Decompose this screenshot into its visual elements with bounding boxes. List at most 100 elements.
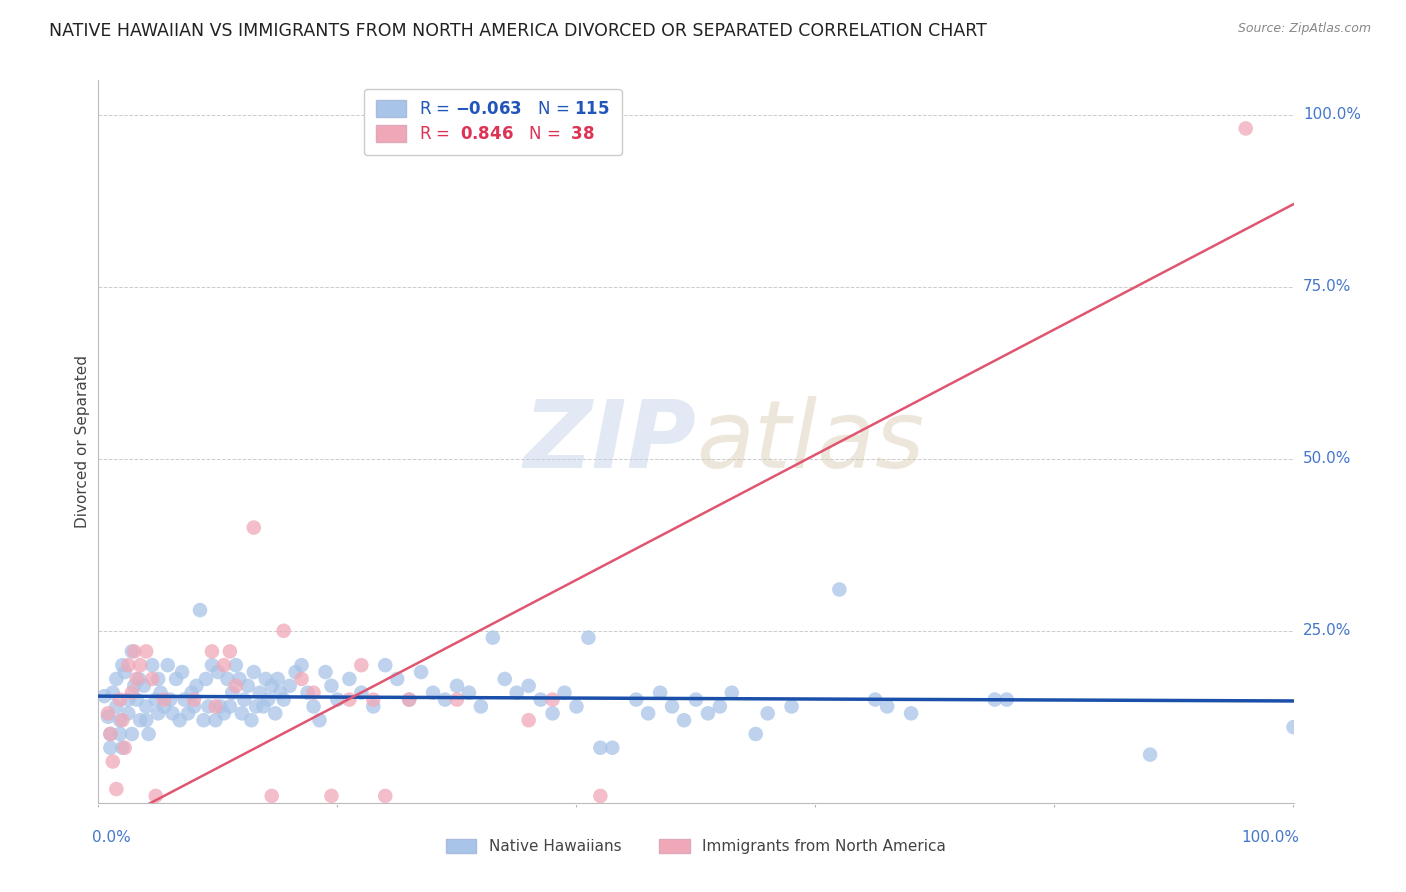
Point <box>101 755 124 769</box>
Point <box>517 713 540 727</box>
Point <box>709 699 731 714</box>
Point <box>363 692 385 706</box>
Point <box>756 706 779 721</box>
Point <box>236 679 259 693</box>
Point <box>876 699 898 714</box>
Point <box>350 686 373 700</box>
Point <box>98 727 122 741</box>
Point <box>565 699 588 714</box>
Point <box>278 679 301 693</box>
Point <box>138 727 160 741</box>
Point <box>153 692 176 706</box>
Point <box>135 713 157 727</box>
Point <box>245 699 267 714</box>
Point <box>637 706 659 721</box>
Point <box>308 713 330 727</box>
Point <box>183 699 205 714</box>
Point <box>273 624 295 638</box>
Point <box>117 706 139 721</box>
Text: ZIP: ZIP <box>523 395 696 488</box>
Point <box>98 727 122 741</box>
Point <box>105 782 128 797</box>
Point <box>228 672 250 686</box>
Point <box>188 603 211 617</box>
Point <box>165 672 187 686</box>
Point <box>398 692 420 706</box>
Point <box>101 686 124 700</box>
Text: 100.0%: 100.0% <box>1303 107 1361 122</box>
Point <box>132 679 155 693</box>
Point <box>97 706 120 721</box>
Point <box>1282 720 1305 734</box>
Point <box>105 672 128 686</box>
Point <box>267 672 290 686</box>
Point <box>135 699 157 714</box>
Point <box>156 658 179 673</box>
Point <box>204 699 226 714</box>
Point <box>541 692 564 706</box>
Point <box>506 686 529 700</box>
Point <box>1234 121 1257 136</box>
Point <box>128 672 150 686</box>
Point <box>117 658 139 673</box>
Point <box>541 706 564 721</box>
Point <box>135 644 157 658</box>
Point <box>162 706 184 721</box>
Point <box>219 699 242 714</box>
Point <box>984 692 1007 706</box>
Point <box>900 706 922 721</box>
Point <box>995 692 1018 706</box>
Point <box>745 727 768 741</box>
Point <box>114 665 136 679</box>
Point <box>260 789 283 803</box>
Point <box>219 644 242 658</box>
Text: 25.0%: 25.0% <box>1303 624 1351 639</box>
Point <box>374 789 396 803</box>
Point <box>626 692 648 706</box>
Point <box>530 692 553 706</box>
Point <box>865 692 887 706</box>
Point <box>111 658 134 673</box>
Point <box>217 672 239 686</box>
Point <box>240 713 263 727</box>
Legend: Native Hawaiians, Immigrants from North America: Native Hawaiians, Immigrants from North … <box>440 833 952 860</box>
Point <box>326 692 349 706</box>
Point <box>121 644 143 658</box>
Text: 0.0%: 0.0% <box>93 830 131 846</box>
Point <box>291 672 314 686</box>
Point <box>291 658 314 673</box>
Point <box>321 789 343 803</box>
Point <box>589 740 612 755</box>
Point <box>302 699 325 714</box>
Point <box>148 706 170 721</box>
Point <box>231 706 253 721</box>
Point <box>121 686 143 700</box>
Point <box>385 672 409 686</box>
Point <box>321 679 343 693</box>
Text: 100.0%: 100.0% <box>1241 830 1299 846</box>
Point <box>98 740 122 755</box>
Point <box>108 727 131 741</box>
Point <box>589 789 612 803</box>
Point <box>446 692 468 706</box>
Point <box>481 631 505 645</box>
Point <box>458 686 481 700</box>
Text: NATIVE HAWAIIAN VS IMMIGRANTS FROM NORTH AMERICA DIVORCED OR SEPARATED CORRELATI: NATIVE HAWAIIAN VS IMMIGRANTS FROM NORTH… <box>49 22 987 40</box>
Point <box>673 713 696 727</box>
Point <box>129 713 152 727</box>
Y-axis label: Divorced or Separated: Divorced or Separated <box>75 355 90 528</box>
Point <box>221 686 243 700</box>
Point <box>145 789 167 803</box>
Point <box>780 699 803 714</box>
Point <box>117 692 139 706</box>
Point <box>374 658 396 673</box>
Point <box>108 713 131 727</box>
Point <box>148 672 170 686</box>
Point <box>124 679 146 693</box>
Point <box>828 582 851 597</box>
Point <box>697 706 720 721</box>
Point <box>207 665 229 679</box>
Point <box>225 679 247 693</box>
Point <box>243 665 266 679</box>
Point <box>398 692 420 706</box>
